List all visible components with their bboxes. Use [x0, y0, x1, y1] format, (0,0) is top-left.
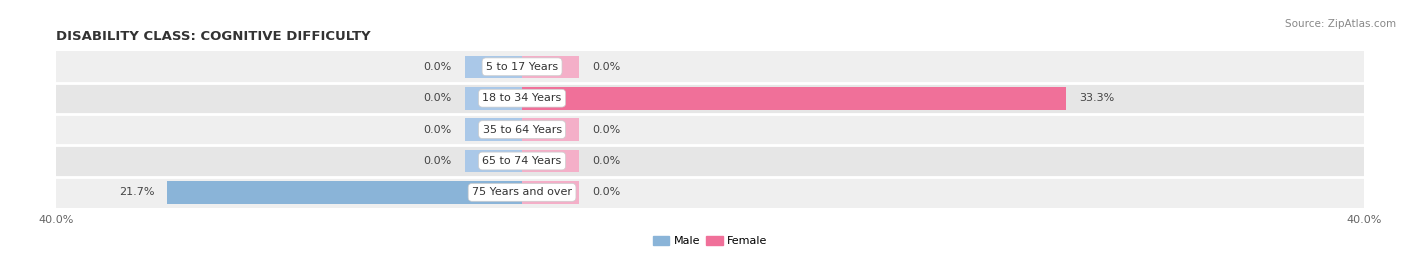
Bar	[522, 118, 579, 141]
Bar	[522, 150, 579, 172]
Bar	[465, 118, 522, 141]
Text: 21.7%: 21.7%	[120, 187, 155, 197]
Text: 18 to 34 Years: 18 to 34 Years	[482, 93, 561, 103]
Text: 75 Years and over: 75 Years and over	[472, 187, 572, 197]
Bar	[56, 83, 1364, 114]
Text: 0.0%: 0.0%	[592, 187, 620, 197]
Text: 0.0%: 0.0%	[592, 156, 620, 166]
Text: DISABILITY CLASS: COGNITIVE DIFFICULTY: DISABILITY CLASS: COGNITIVE DIFFICULTY	[56, 30, 371, 43]
Bar	[465, 56, 522, 78]
Text: 0.0%: 0.0%	[423, 93, 451, 103]
Bar	[56, 177, 1364, 208]
Bar	[56, 114, 1364, 145]
Bar	[522, 56, 579, 78]
Bar	[167, 181, 522, 204]
Bar	[522, 87, 1066, 110]
Text: 65 to 74 Years: 65 to 74 Years	[482, 156, 561, 166]
Text: 0.0%: 0.0%	[592, 124, 620, 135]
Text: 0.0%: 0.0%	[423, 156, 451, 166]
Text: 0.0%: 0.0%	[423, 62, 451, 72]
Text: 33.3%: 33.3%	[1080, 93, 1115, 103]
Legend: Male, Female: Male, Female	[648, 231, 772, 250]
Text: 0.0%: 0.0%	[423, 124, 451, 135]
Bar	[465, 87, 522, 110]
Bar	[56, 145, 1364, 177]
Text: 5 to 17 Years: 5 to 17 Years	[486, 62, 558, 72]
Text: Source: ZipAtlas.com: Source: ZipAtlas.com	[1285, 19, 1396, 29]
Text: 35 to 64 Years: 35 to 64 Years	[482, 124, 561, 135]
Text: 0.0%: 0.0%	[592, 62, 620, 72]
Bar	[56, 51, 1364, 83]
Bar	[522, 181, 579, 204]
Bar	[465, 150, 522, 172]
